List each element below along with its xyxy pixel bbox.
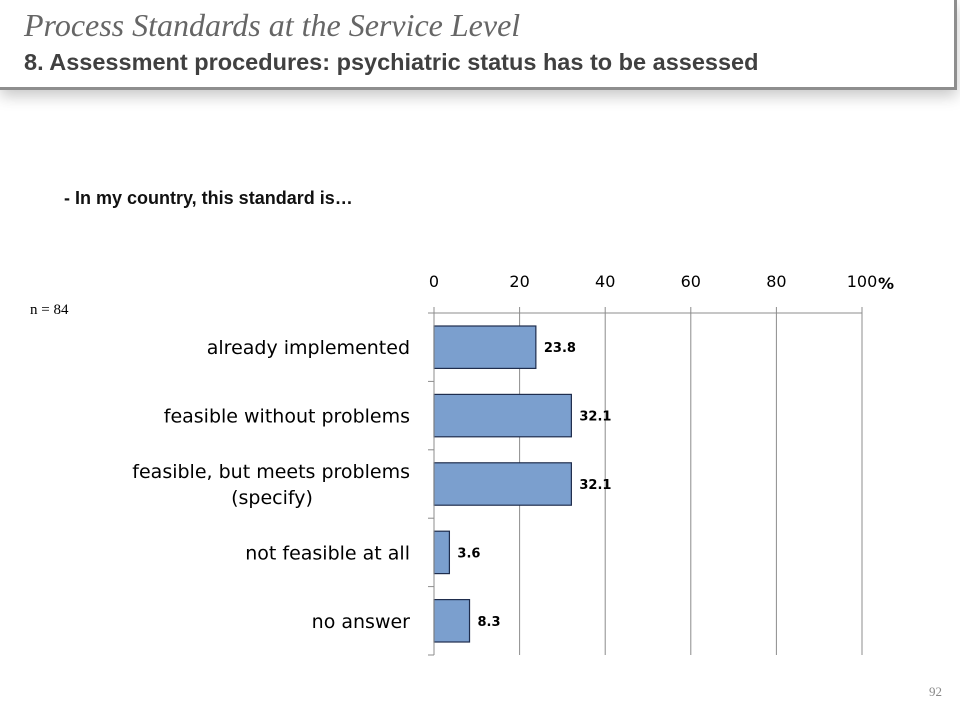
category-label: (specify) — [231, 487, 313, 509]
category-label: no answer — [312, 611, 411, 633]
x-tick-label: 100 — [847, 272, 878, 291]
bar — [433, 530, 451, 575]
category-label: feasible, but meets problems — [132, 461, 410, 483]
slide-subtitle: 8. Assessment procedures: psychiatric st… — [24, 49, 759, 75]
data-label: 32.1 — [579, 410, 611, 425]
bar — [433, 598, 471, 643]
data-label: 8.3 — [478, 615, 501, 630]
x-tick-label: 60 — [681, 272, 701, 291]
x-tick-label: 20 — [509, 272, 529, 291]
page-number: 92 — [929, 684, 942, 699]
x-tick-label: 40 — [595, 272, 615, 291]
data-label: 32.1 — [579, 478, 611, 493]
title-banner: Process Standards at the Service Level 8… — [0, 0, 957, 90]
x-axis-unit: % — [878, 274, 894, 293]
bar — [433, 462, 572, 506]
survey-question: - In my country, this standard is… — [64, 188, 353, 208]
slide-title: Process Standards at the Service Level — [24, 7, 521, 43]
data-label: 3.6 — [457, 546, 480, 561]
bar — [433, 325, 537, 370]
sample-size: n = 84 — [30, 302, 69, 318]
data-label: 23.8 — [544, 341, 576, 356]
x-tick-label: 0 — [429, 272, 439, 291]
bar — [433, 393, 572, 438]
category-label: already implemented — [207, 337, 410, 359]
category-label: feasible without problems — [164, 406, 410, 428]
category-label: not feasible at all — [245, 542, 410, 564]
x-tick-label: 80 — [766, 272, 786, 291]
